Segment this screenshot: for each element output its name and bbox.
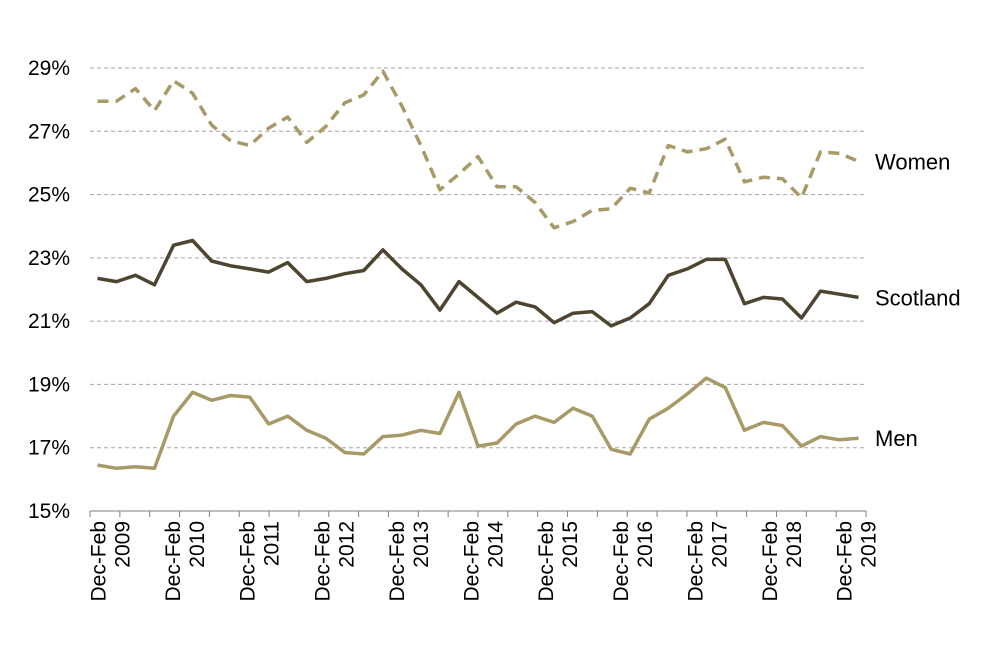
x-tick-label: Dec-Feb2015: [535, 521, 582, 602]
x-tick-label-year: 2016: [634, 521, 657, 568]
y-tick-label: 15%: [28, 500, 70, 523]
series-line-women: [97, 69, 860, 230]
y-tick-label: 19%: [28, 373, 70, 396]
x-tick-label-year: 2012: [335, 521, 358, 568]
x-tick-label-year: 2009: [111, 521, 134, 568]
y-tick-label: 23%: [28, 247, 70, 270]
x-tick-label-period: Dec-Feb: [759, 521, 782, 602]
x-tick-label-period: Dec-Feb: [684, 521, 707, 602]
x-tick-label-year: 2011: [261, 521, 284, 566]
series-label-men: Men: [875, 426, 918, 451]
x-tick-label-year: 2017: [708, 521, 731, 568]
x-tick-label-period: Dec-Feb: [237, 521, 260, 602]
x-tick-label-period: Dec-Feb: [610, 521, 633, 602]
x-tick-label: Dec-Feb2018: [759, 521, 806, 602]
x-tick-label-year: 2019: [858, 521, 881, 568]
x-tick-label: Dec-Feb2017: [684, 521, 731, 602]
x-tick-label: Dec-Feb2014: [461, 521, 508, 602]
x-tick-label-period: Dec-Feb: [834, 521, 857, 602]
x-tick-label-period: Dec-Feb: [311, 521, 334, 602]
x-axis-tick-labels: Dec-Feb2009 Dec-Feb2010 Dec-Feb2011 Dec-Feb…: [87, 521, 880, 602]
x-tick-label-year: 2015: [559, 521, 582, 568]
x-tick-label: Dec-Feb2016: [610, 521, 657, 602]
series-label-women: Women: [875, 149, 950, 174]
y-tick-label: 21%: [28, 310, 70, 333]
x-tick-label-year: 2013: [410, 521, 433, 568]
x-tick-label-year: 2010: [186, 521, 209, 568]
series-label-scotland: Scotland: [875, 285, 961, 310]
x-tick-label-year: 2014: [485, 521, 508, 568]
series-labels: Women Scotland Men: [875, 149, 961, 451]
x-tick-label: Dec-Feb2009: [87, 521, 134, 602]
x-tick-label: Dec-Feb2012: [311, 521, 358, 602]
y-axis-tick-labels: 15% 17% 19% 21% 23% 25% 27% 29%: [28, 57, 70, 523]
x-tick-label-period: Dec-Feb: [461, 521, 484, 602]
gridlines: [90, 67, 866, 449]
x-axis-ticks: [89, 511, 867, 517]
x-tick-label: Dec-Feb2013: [386, 521, 433, 602]
y-tick-label: 29%: [28, 57, 70, 80]
x-tick-label: Dec-Feb2019: [834, 521, 881, 602]
x-tick-label-year: 2018: [783, 521, 806, 568]
series-line-men: [97, 376, 859, 471]
x-tick-label: Dec-Feb2010: [162, 521, 209, 602]
y-tick-label: 27%: [28, 120, 70, 143]
x-tick-label-period: Dec-Feb: [162, 521, 185, 602]
x-tick-label-period: Dec-Feb: [535, 521, 558, 602]
series-lines: [97, 69, 860, 471]
series-line-scotland: [97, 238, 859, 328]
y-tick-label: 25%: [28, 184, 70, 207]
x-tick-label-period: Dec-Feb: [386, 521, 409, 602]
y-tick-label: 17%: [28, 437, 70, 460]
x-tick-label-period: Dec-Feb: [87, 521, 110, 602]
x-tick-label: Dec-Feb2011: [237, 521, 284, 602]
